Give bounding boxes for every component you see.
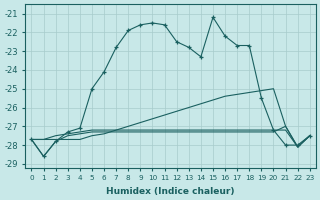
X-axis label: Humidex (Indice chaleur): Humidex (Indice chaleur) [106, 187, 235, 196]
